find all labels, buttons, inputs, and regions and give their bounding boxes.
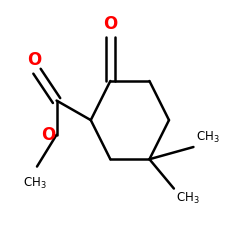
Text: CH$_3$: CH$_3$ [196, 130, 220, 144]
Text: CH$_3$: CH$_3$ [176, 191, 200, 206]
Text: O: O [28, 51, 42, 69]
Text: CH$_3$: CH$_3$ [23, 176, 46, 192]
Text: O: O [41, 126, 55, 144]
Text: O: O [103, 15, 118, 33]
